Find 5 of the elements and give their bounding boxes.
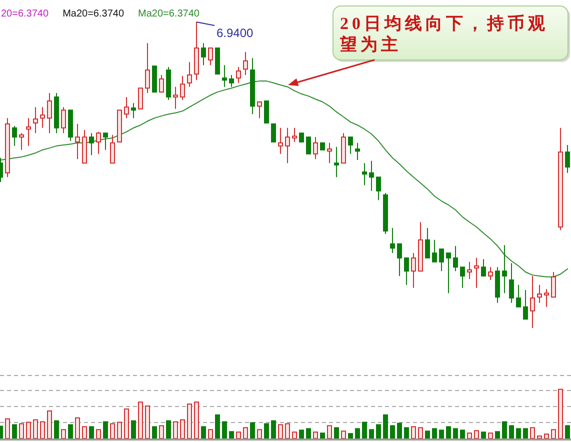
annotation: Ma20=6.3740 [62,8,124,20]
annotation: 20=6.3740 [1,8,49,20]
annotation: 20日均线向下，持币观望为主 [340,14,548,54]
legend-item: Ma20=6.3740 [138,8,200,20]
annotation: 6.9400 [216,26,254,40]
